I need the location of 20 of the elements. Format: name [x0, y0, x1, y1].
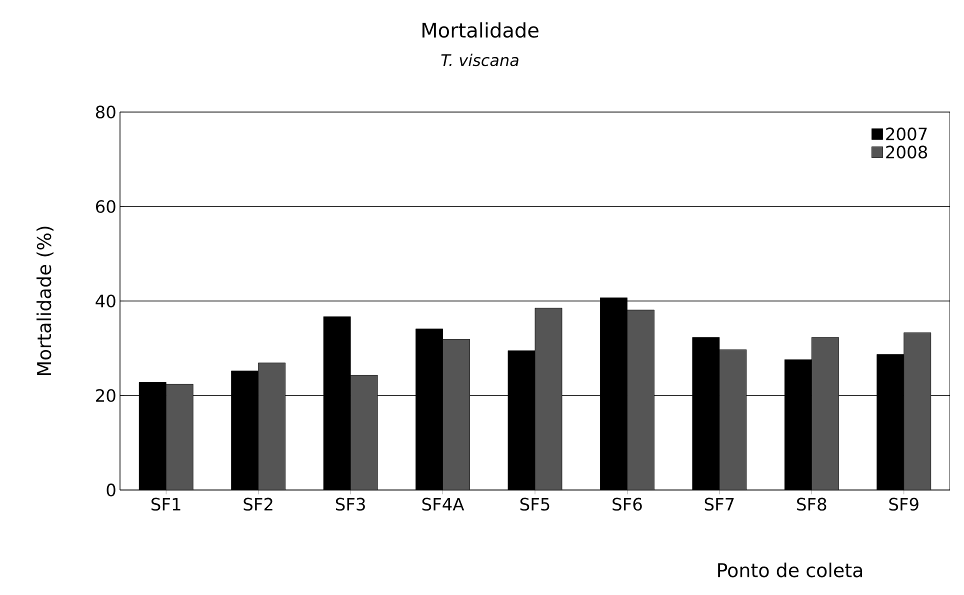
y-tick-label: 20: [96, 389, 116, 402]
legend-label: 2007: [886, 128, 927, 140]
x-tick-label: SF1: [152, 498, 180, 511]
y-tick-label: 80: [96, 106, 116, 118]
legend-label: 2008: [886, 146, 928, 159]
x-tick-label: SF4A: [422, 498, 464, 511]
y-tick-label: 40: [96, 294, 116, 308]
x-tick-label: SF6: [612, 498, 642, 511]
y-tick-label: 0: [106, 484, 116, 496]
chart-subtitle: T. viscana: [441, 54, 518, 66]
x-tick-label: SF7: [704, 498, 734, 511]
x-tick-label: SF9: [889, 498, 918, 511]
y-tick-label: 60: [96, 200, 116, 213]
x-tick-label: SF5: [520, 498, 550, 511]
x-tick-label: SF3: [336, 498, 365, 511]
x-tick-label: SF8: [797, 498, 826, 511]
y-axis-title: Mortalidade (%): [36, 226, 54, 376]
x-axis-title: Ponto de coleta: [718, 562, 862, 578]
chart-title: Mortalidade: [422, 22, 538, 38]
x-tick-label: SF2: [244, 498, 272, 511]
